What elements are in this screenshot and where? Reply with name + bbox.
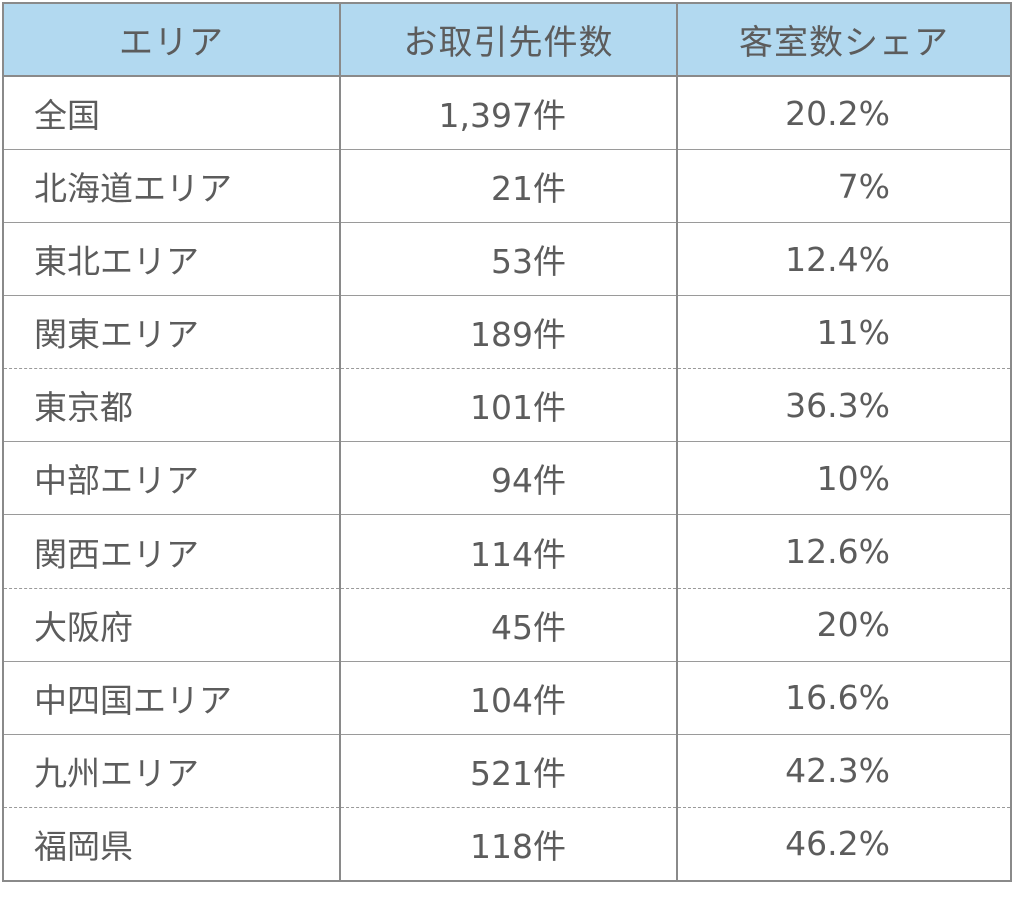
header-client-count: お取引先件数 xyxy=(339,4,677,77)
area-cell: 東京都 xyxy=(4,368,340,442)
share-cell: 36.3% xyxy=(676,368,1010,442)
table-row: 福岡県 118件 46.2% xyxy=(4,806,1010,880)
count-cell: 118件 xyxy=(339,806,677,880)
table-row: 中部エリア 94件 10% xyxy=(4,441,1010,515)
table-header-row: エリア お取引先件数 客室数シェア xyxy=(4,4,1010,77)
share-cell: 7% xyxy=(676,149,1010,223)
table-row: 関西エリア 114件 12.6% xyxy=(4,514,1010,589)
count-cell: 104件 xyxy=(339,660,677,735)
share-cell: 10% xyxy=(676,441,1010,515)
table-row: 関東エリア 189件 11% xyxy=(4,295,1010,369)
table-row: 東京都 101件 36.3% xyxy=(4,368,1010,442)
count-cell: 53件 xyxy=(339,222,677,296)
count-cell: 94件 xyxy=(339,441,677,515)
table-row: 大阪府 45件 20% xyxy=(4,587,1010,662)
area-share-table: エリア お取引先件数 客室数シェア 全国 1,397件 20.2% 北海道エリア… xyxy=(4,4,1010,880)
area-cell: 中四国エリア xyxy=(4,660,340,735)
area-cell: 福岡県 xyxy=(4,806,340,880)
area-cell: 関西エリア xyxy=(4,514,340,589)
area-cell: 関東エリア xyxy=(4,295,340,369)
count-cell: 114件 xyxy=(339,514,677,589)
area-cell: 東北エリア xyxy=(4,222,340,296)
table-row: 中四国エリア 104件 16.6% xyxy=(4,660,1010,735)
count-cell: 521件 xyxy=(339,733,677,808)
header-area: エリア xyxy=(4,4,340,77)
area-cell: 北海道エリア xyxy=(4,149,340,223)
share-cell: 20.2% xyxy=(676,76,1010,150)
share-cell: 16.6% xyxy=(676,660,1010,735)
area-cell: 中部エリア xyxy=(4,441,340,515)
area-cell: 全国 xyxy=(34,96,100,136)
share-cell: 20% xyxy=(676,587,1010,662)
share-cell: 46.2% xyxy=(676,806,1010,880)
share-cell: 12.4% xyxy=(676,222,1010,296)
count-cell: 189件 xyxy=(339,295,677,369)
table-row: 全国 1,397件 20.2% xyxy=(4,76,1010,150)
header-room-share: 客室数シェア xyxy=(676,4,1010,77)
count-cell: 45件 xyxy=(339,587,677,662)
count-cell: 21件 xyxy=(339,149,677,223)
table-row: 九州エリア 521件 42.3% xyxy=(4,733,1010,808)
area-cell: 大阪府 xyxy=(4,587,340,662)
share-cell: 42.3% xyxy=(676,733,1010,808)
share-cell: 12.6% xyxy=(676,514,1010,589)
table-row: 東北エリア 53件 12.4% xyxy=(4,222,1010,296)
area-cell: 九州エリア xyxy=(4,733,340,808)
area-share-table-container: エリア お取引先件数 客室数シェア 全国 1,397件 20.2% 北海道エリア… xyxy=(2,2,1012,882)
count-cell: 1,397件 xyxy=(339,76,677,150)
table-row: 北海道エリア 21件 7% xyxy=(4,149,1010,223)
count-cell: 101件 xyxy=(339,368,677,442)
share-cell: 11% xyxy=(676,295,1010,369)
